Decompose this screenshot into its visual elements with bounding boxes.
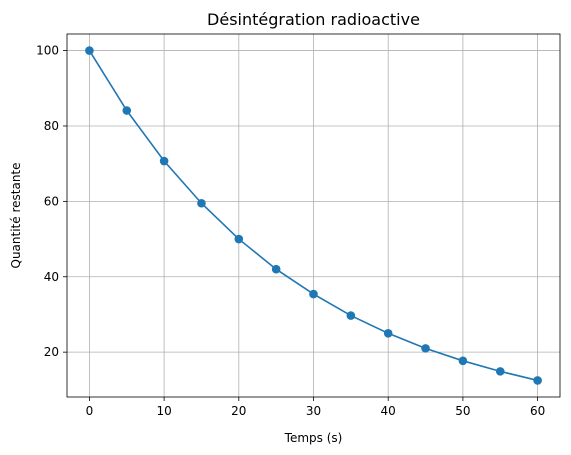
- x-tick-label: 60: [530, 404, 545, 418]
- data-point: [272, 265, 281, 274]
- chart-title: Désintégration radioactive: [207, 10, 420, 29]
- y-tick-label: 100: [36, 44, 59, 58]
- x-tick-label: 0: [86, 404, 94, 418]
- data-point: [235, 235, 244, 244]
- data-point: [197, 199, 206, 208]
- x-tick-label: 10: [156, 404, 171, 418]
- x-axis-label: Temps (s): [284, 431, 343, 445]
- y-tick-label: 20: [44, 345, 59, 359]
- x-tick-label: 20: [231, 404, 246, 418]
- data-point: [496, 367, 505, 376]
- y-tick-label: 40: [44, 270, 59, 284]
- data-point: [347, 311, 356, 320]
- data-point: [85, 46, 94, 55]
- y-tick-label: 60: [44, 194, 59, 208]
- x-tick-label: 50: [455, 404, 470, 418]
- x-tick-label: 40: [381, 404, 396, 418]
- x-tick-label: 30: [306, 404, 321, 418]
- data-point: [533, 376, 542, 385]
- data-point: [160, 157, 169, 166]
- data-point: [122, 106, 131, 115]
- y-axis-label: Quantité restante: [9, 162, 23, 268]
- grid: [67, 34, 560, 397]
- data-point: [384, 329, 393, 338]
- data-point: [421, 344, 430, 353]
- data-point: [309, 290, 318, 299]
- y-tick-label: 80: [44, 119, 59, 133]
- data-point: [459, 357, 468, 366]
